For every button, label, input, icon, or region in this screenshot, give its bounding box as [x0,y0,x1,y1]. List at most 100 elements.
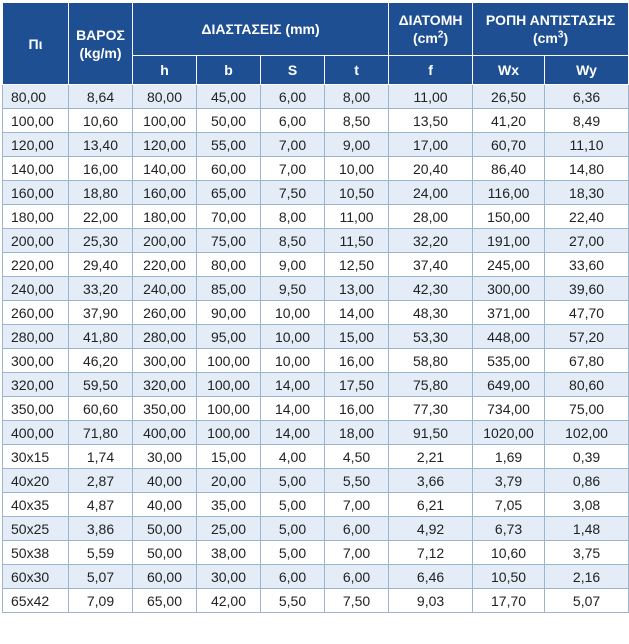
cell-pi: 40x20 [2,468,69,493]
cell-wx: 7,05 [472,492,546,517]
cell-s: 5,00 [260,516,325,541]
cell-wx: 26,50 [472,84,546,109]
cell-h: 300,00 [132,348,197,373]
cell-s: 14,00 [260,372,325,397]
cell-wx: 371,00 [472,300,546,325]
cell-wx: 86,40 [472,156,546,181]
cell-wx: 6,73 [472,516,546,541]
cell-h: 180,00 [132,204,197,229]
cell-weight: 8,64 [68,84,133,109]
header-moment-label: ΡΟΠΗ ΑΝΤΙΣΤΑΣΗΣ [485,12,616,28]
header-moment: ΡΟΠΗ ΑΝΤΙΣΤΑΣΗΣ (cm3) [472,2,629,56]
cell-h: 30,00 [132,444,197,469]
header-b: b [196,55,261,85]
cell-weight: 46,20 [68,348,133,373]
cell-t: 8,50 [323,108,390,133]
cell-weight: 59,50 [68,372,133,397]
cell-h: 50,00 [132,516,197,541]
cell-wx: 191,00 [472,228,546,253]
cell-s: 5,50 [260,588,325,613]
cell-b: 80,00 [196,252,261,277]
cell-f: 4,92 [388,516,474,541]
cell-t: 7,00 [323,492,390,517]
table-row: 50x38 5,59 50,00 38,00 5,00 7,00 7,12 10,60 3,75 [2,540,629,565]
header-wy: Wy [544,55,629,85]
table-row: 40x35 4,87 40,00 35,00 5,00 7,00 6,21 7,05 3,08 [2,492,629,517]
cell-pi: 65x42 [2,588,69,613]
cell-weight: 37,90 [68,300,133,325]
cell-wx: 300,00 [472,276,546,301]
table-header: Πι ΒΑΡΟΣ (kg/m) ΔΙΑΣΤΑΣΕΙΣ (mm) ΔΙΑΤΟΜΗ … [2,2,629,85]
cell-s: 8,00 [260,204,325,229]
cell-f: 48,30 [388,300,474,325]
cell-b: 85,00 [196,276,261,301]
cell-pi: 300,00 [2,348,69,373]
cell-t: 11,50 [323,228,390,253]
cell-b: 45,00 [196,84,261,109]
header-pi: Πι [2,2,69,85]
cell-h: 100,00 [132,108,197,133]
cell-wx: 17,70 [472,588,546,613]
header-section: ΔΙΑΤΟΜΗ (cm2) [388,2,474,56]
cell-wx: 448,00 [472,324,546,349]
cell-s: 6,00 [260,564,325,589]
cell-b: 100,00 [196,420,261,445]
cell-weight: 18,80 [68,180,133,205]
cell-h: 280,00 [132,324,197,349]
table-row: 65x42 7,09 65,00 42,00 5,50 7,50 9,03 17,70 5,07 [2,588,629,613]
cell-wy: 14,80 [544,156,629,181]
cell-pi: 50x25 [2,516,69,541]
cell-h: 80,00 [132,84,197,109]
header-h: h [132,55,197,85]
cell-s: 5,00 [260,492,325,517]
cell-s: 8,50 [260,228,325,253]
cell-wy: 0,39 [544,444,629,469]
header-section-unit: (cm2) [412,29,449,46]
cell-pi: 140,00 [2,156,69,181]
cell-h: 140,00 [132,156,197,181]
cell-pi: 260,00 [2,300,69,325]
cell-b: 38,00 [196,540,261,565]
cell-b: 75,00 [196,228,261,253]
cell-f: 11,00 [388,84,474,109]
cell-f: 91,50 [388,420,474,445]
cell-wy: 3,08 [544,492,629,517]
cell-f: 2,21 [388,444,474,469]
cell-s: 5,00 [260,540,325,565]
table-row: 140,00 16,00 140,00 60,00 7,00 10,00 20,40 86,4… [2,156,629,181]
cell-h: 350,00 [132,396,197,421]
cell-wx: 10,50 [472,564,546,589]
cell-wx: 1,69 [472,444,546,469]
cell-wy: 6,36 [544,84,629,109]
cell-b: 20,00 [196,468,261,493]
table-row: 300,00 46,20 300,00 100,00 10,00 16,00 58,80 53… [2,348,629,373]
cell-b: 70,00 [196,204,261,229]
table-row: 180,00 22,00 180,00 70,00 8,00 11,00 28,00 150,… [2,204,629,229]
cell-h: 65,00 [132,588,197,613]
cell-weight: 10,60 [68,108,133,133]
cell-t: 11,00 [323,204,390,229]
cell-s: 7,00 [260,132,325,157]
cell-weight: 7,09 [68,588,133,613]
cell-b: 100,00 [196,372,261,397]
cell-pi: 120,00 [2,132,69,157]
table-row: 240,00 33,20 240,00 85,00 9,50 13,00 42,30 300,… [2,276,629,301]
cell-pi: 50x38 [2,540,69,565]
cell-wx: 60,70 [472,132,546,157]
cell-h: 60,00 [132,564,197,589]
cell-wy: 0,86 [544,468,629,493]
cell-s: 14,00 [260,420,325,445]
cell-f: 20,40 [388,156,474,181]
cell-wy: 8,49 [544,108,629,133]
cell-weight: 60,60 [68,396,133,421]
cell-b: 30,00 [196,564,261,589]
cell-s: 9,00 [260,252,325,277]
cell-weight: 33,20 [68,276,133,301]
cell-h: 40,00 [132,468,197,493]
cell-pi: 240,00 [2,276,69,301]
cell-h: 220,00 [132,252,197,277]
cell-t: 17,50 [323,372,390,397]
table-row: 400,00 71,80 400,00 100,00 14,00 18,00 91,50 10… [2,420,629,445]
cell-wy: 22,40 [544,204,629,229]
cell-t: 13,00 [323,276,390,301]
